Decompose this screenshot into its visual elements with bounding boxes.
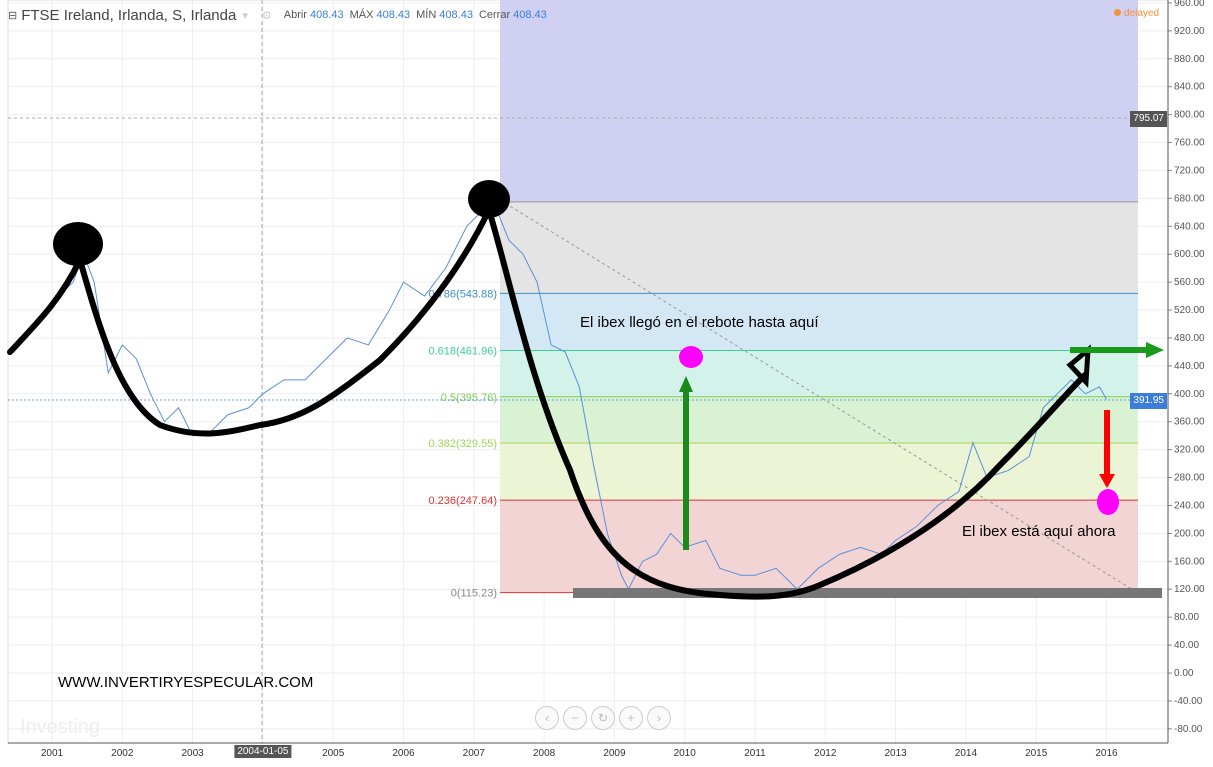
x-tick-label: 2003 (181, 748, 204, 759)
chart-header: ⊟ FTSE Ireland, Irlanda, S, Irlanda ▾ ⚙ … (8, 4, 553, 26)
black-circle-2007-peak (468, 180, 510, 218)
fib-zone (500, 201, 1138, 294)
y-tick-label: 560.00 (1174, 277, 1205, 288)
open-label: Abrir (283, 9, 307, 21)
y-tick-label: 520.00 (1174, 305, 1205, 316)
y-tick-label: -80.00 (1174, 724, 1203, 735)
y-tick-label: 640.00 (1174, 221, 1205, 232)
y-tick-label: -40.00 (1174, 696, 1203, 707)
y-tick-label: 0.00 (1174, 668, 1194, 679)
fib-level-label: 0.236(247.64) (429, 495, 498, 507)
y-tick-label: 360.00 (1174, 417, 1205, 428)
annotation-bottom: El ibex está aquí ahora (962, 523, 1116, 540)
x-tick-label: 2010 (673, 748, 696, 759)
zoom-in-button[interactable]: + (619, 706, 643, 730)
collapse-icon[interactable]: ⊟ (8, 9, 18, 22)
settings-icon[interactable]: ⚙ (261, 9, 272, 22)
y-tick-label: 600.00 (1174, 249, 1205, 260)
low-label: MÍN (416, 9, 437, 21)
x-tick-label: 2001 (40, 748, 64, 759)
y-tick-label: 280.00 (1174, 473, 1205, 484)
close-value: 408.43 (513, 9, 547, 21)
fib-level-label: 0(115.23) (451, 588, 497, 600)
y-tick-label: 200.00 (1174, 528, 1205, 539)
x-tick-label: 2014 (954, 748, 978, 759)
x-tick-label: 2015 (1025, 748, 1048, 759)
x-tick-label: 2008 (532, 748, 556, 759)
fib-zone (500, 350, 1138, 397)
price-series-line (12, 204, 1107, 591)
y-tick-label: 840.00 (1174, 82, 1205, 93)
high-label: MÁX (349, 9, 374, 21)
fib-level-label: 0.5(395.76) (441, 392, 497, 404)
annotation-top: El ibex llegó en el rebote hasta aquí (580, 314, 819, 331)
x-tick-label: 2002 (111, 748, 134, 759)
low-value: 408.43 (439, 9, 473, 21)
y-tick-label: 80.00 (1174, 612, 1199, 623)
y-tick-label: 920.00 (1174, 26, 1205, 37)
dropdown-icon[interactable]: ▾ (242, 9, 248, 22)
reset-button[interactable]: ↻ (591, 706, 615, 730)
x-tick-label: 2005 (322, 748, 345, 759)
investing-watermark: Investing (20, 716, 101, 738)
y-tick-label: 880.00 (1174, 54, 1205, 65)
fib-zone (500, 293, 1138, 351)
x-tick-label: 2006 (392, 748, 415, 759)
y-tick-label: 440.00 (1174, 361, 1205, 372)
close-label: Cerrar (478, 9, 511, 21)
y-tick-label: 160.00 (1174, 556, 1205, 567)
chart-nav: ‹ − ↻ + › (535, 706, 671, 730)
green-right-arrowhead (1146, 342, 1164, 358)
fib-level-label: 0.786(543.88) (429, 288, 498, 300)
open-value: 408.43 (309, 9, 344, 21)
y-tick-label: 480.00 (1174, 333, 1205, 344)
fib-trend-line (499, 199, 1139, 594)
y-tick-label: 120.00 (1174, 584, 1205, 595)
y-tick-label: 320.00 (1174, 445, 1205, 456)
zoom-out-button[interactable]: − (563, 706, 587, 730)
fib-level-label: 0.382(329.55) (429, 438, 498, 450)
last-price-tag: 391.95 (1130, 393, 1167, 409)
hand-drawn-curve (7, 201, 1088, 600)
magenta-marker-bottom (1097, 489, 1119, 515)
y-tick-label: 240.00 (1174, 500, 1205, 511)
support-bar (573, 588, 1162, 598)
crosshair-price-tag: 795.07 (1130, 111, 1167, 127)
y-tick-label: 680.00 (1174, 193, 1205, 204)
red-down-arrowhead (1099, 474, 1115, 488)
green-up-arrowhead (679, 376, 693, 392)
high-value: 408.43 (376, 9, 411, 21)
x-tick-label: 2011 (744, 748, 766, 759)
fib-zone-top (500, 0, 1138, 202)
y-tick-label: 40.00 (1174, 640, 1199, 651)
y-tick-label: 800.00 (1174, 110, 1205, 121)
x-tick-label: 2013 (884, 748, 907, 759)
symbol-title[interactable]: FTSE Ireland, Irlanda, S, Irlanda (21, 6, 237, 24)
y-tick-label: 760.00 (1174, 138, 1205, 149)
x-tick-label: 2004-01-05 (234, 745, 292, 758)
black-circle-2001-peak (53, 222, 103, 266)
delayed-status: delayed (1114, 8, 1159, 19)
scroll-left-button[interactable]: ‹ (535, 706, 559, 730)
black-arrowhead (1066, 344, 1091, 388)
magenta-marker-top (679, 346, 703, 368)
x-tick-label: 2009 (603, 748, 626, 759)
y-tick-label: 960.00 (1174, 0, 1205, 9)
fib-zone (500, 500, 1138, 593)
y-tick-label: 720.00 (1174, 165, 1205, 176)
scroll-right-button[interactable]: › (647, 706, 671, 730)
x-tick-label: 2016 (1095, 748, 1118, 759)
fib-level-label: 0.618(461.96) (429, 346, 498, 358)
fib-zone (500, 442, 1138, 501)
site-url: WWW.INVERTIRYESPECULAR.COM (58, 674, 314, 691)
x-tick-label: 2007 (462, 748, 485, 759)
y-tick-label: 400.00 (1174, 389, 1205, 400)
x-tick-label: 2012 (814, 748, 837, 759)
x-axis-area (0, 743, 1213, 767)
